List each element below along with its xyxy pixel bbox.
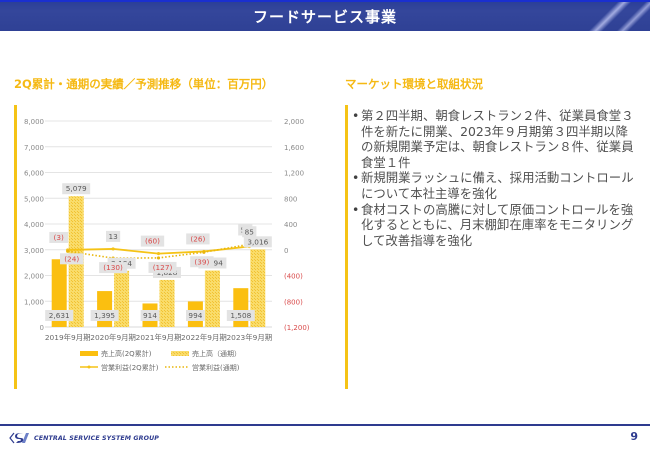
bullet-item: 食材コストの高騰に対して原価コントロールを強化するとともに、月末棚卸在庫率をモニ…	[352, 202, 637, 249]
x-axis-label: 2023年9月期	[226, 333, 272, 342]
legend-label: 営業利益(2Q累計)	[101, 363, 159, 372]
label-fy-sales: 5,079	[66, 184, 87, 193]
page-number: 9	[630, 430, 638, 443]
legend-label: 売上高(2Q累計)	[101, 349, 152, 358]
legend-swatch-fy-sales	[171, 351, 189, 356]
label-2q-sales-bg	[90, 310, 119, 321]
company-name: CENTRAL SERVICE SYSTEM GROUP	[34, 434, 160, 442]
right-axis-ticks: 2,000 1,600 1,200 800 400 0 (400) (800) (1,200)	[284, 118, 310, 332]
label-2q-sales: 994	[188, 311, 202, 320]
left-axis-tick-label: 7,000	[24, 144, 44, 152]
label-fy-profit: (127)	[153, 263, 173, 272]
left-axis-tick-label: 2,000	[24, 273, 44, 281]
point-fy-profit	[66, 249, 70, 253]
label-2q-sales: 1,395	[94, 311, 115, 320]
left-axis-tick-label: 0	[40, 324, 44, 332]
label-fy-sales-bg	[243, 236, 272, 248]
label-2q-profit-bg	[140, 235, 165, 247]
right-axis-tick-label: 2,000	[284, 118, 304, 126]
market-section-accent-bar	[345, 105, 348, 389]
sales-profit-chart: 8,000 7,000 6,000 5,000 4,000 3,000 2,000 1,000…	[24, 118, 310, 372]
chart-section-title: 2Q累計・通期の実績／予測推移（単位：百万円）	[14, 77, 274, 91]
label-2q-sales: 914	[143, 311, 157, 320]
label-2q-sales: 1,508	[230, 311, 251, 320]
x-axis-label: 2020年9月期	[90, 333, 136, 342]
label-fy-profit-bg	[99, 262, 128, 274]
label-fy-profit-bg	[190, 256, 214, 268]
right-axis-tick-label: 1,600	[284, 144, 304, 152]
point-fy-profit	[202, 250, 206, 254]
chart-section-accent-bar	[14, 105, 17, 389]
label-fy-sales: 3,016	[247, 237, 268, 246]
legend-swatch-2q-sales	[80, 351, 98, 356]
right-axis-tick-label: 1,200	[284, 170, 304, 178]
left-axis-tick-label: 8,000	[24, 118, 44, 126]
label-2q-sales-bg	[45, 310, 74, 321]
bullet-item: 第２四半期、朝食レストラン２件、従業員食堂３件を新たに開業、2023年９月期第３…	[352, 108, 637, 170]
label-2q-profit: (26)	[190, 234, 205, 243]
label-fy-sales-bg	[62, 183, 91, 195]
legend-marker-2q-profit	[87, 365, 91, 369]
left-axis-tick-label: 5,000	[24, 195, 44, 203]
logo-icon	[9, 432, 29, 444]
left-axis-ticks: 8,000 7,000 6,000 5,000 4,000 3,000 2,000 1,000…	[24, 118, 44, 332]
label-2q-profit: (3)	[54, 233, 64, 242]
right-axis-tick-label: 400	[284, 221, 297, 229]
x-axis-label: 2022年9月期	[181, 333, 227, 342]
point-fy-profit	[156, 256, 161, 260]
label-2q-profit-bg	[186, 233, 210, 245]
left-axis-tick-label: 3,000	[24, 247, 44, 255]
x-axis-label: 2021年9月期	[136, 333, 182, 342]
bar-2q-sales	[97, 291, 113, 327]
label-fy-profit: (130)	[103, 263, 123, 272]
label-2q-sales-bg	[226, 310, 255, 321]
label-fy-profit-bg	[148, 261, 177, 273]
right-axis-tick-label: (800)	[284, 298, 303, 306]
label-2q-sales-bg	[186, 310, 205, 321]
bar-fy-sales	[250, 249, 266, 327]
point-2q-profit	[156, 252, 161, 256]
data-labels: 2,6315,0791,3952,1849141,8289942,1941,50…	[45, 183, 272, 321]
label-2q-profit-bg	[49, 231, 69, 243]
label-fy-profit: (39)	[194, 257, 209, 266]
legend: 売上高(2Q累計) 売上高（通期） 営業利益(2Q累計) 営業利益(通期)	[80, 349, 241, 372]
right-axis-tick-label: (1,200)	[284, 324, 310, 332]
bullet-item: 新規開業ラッシュに備え、採用活動コントロールについて本社主導を強化	[352, 170, 637, 201]
right-axis-tick-label: 0	[284, 247, 288, 255]
left-axis-tick-label: 4,000	[24, 221, 44, 229]
bars	[51, 196, 266, 327]
footer-divider	[0, 424, 650, 426]
point-2q-profit	[111, 247, 115, 251]
x-axis-label: 2019年9月期	[45, 333, 91, 342]
bar-fy-sales	[204, 270, 220, 327]
left-axis-tick-label: 6,000	[24, 170, 44, 178]
x-axis-labels: 2019年9月期 2020年9月期 2021年9月期 2022年9月期 2023年9月期	[45, 333, 272, 342]
company-logo: CENTRAL SERVICE SYSTEM GROUP	[9, 432, 159, 444]
label-2q-profit-bg	[106, 230, 121, 242]
label-2q-sales: 2,631	[49, 311, 70, 320]
label-2q-profit: 13	[108, 232, 118, 241]
right-axis-tick-label: (400)	[284, 273, 303, 281]
page-title: フードサービス事業	[252, 8, 397, 26]
label-fy-profit: 85	[245, 227, 254, 236]
label-fy-profit: (24)	[64, 254, 79, 263]
right-axis-tick-label: 800	[284, 195, 297, 203]
bar-2q-sales	[233, 288, 249, 327]
bar-fy-sales	[159, 279, 175, 327]
left-axis-tick-label: 1,000	[24, 298, 44, 306]
market-bullet-list: 第２四半期、朝食レストラン２件、従業員食堂３件を新たに開業、2023年９月期第３…	[352, 108, 637, 248]
label-2q-profit: (60)	[145, 237, 160, 246]
label-fy-profit-bg	[60, 253, 84, 265]
label-2q-sales-bg	[140, 310, 160, 321]
label-fy-profit-bg	[242, 226, 257, 238]
page-header: フードサービス事業	[0, 0, 650, 31]
market-section-title: マーケット環境と取組状況	[345, 77, 483, 91]
legend-label: 営業利益(通期)	[192, 363, 240, 372]
legend-label: 売上高（通期）	[192, 349, 241, 358]
